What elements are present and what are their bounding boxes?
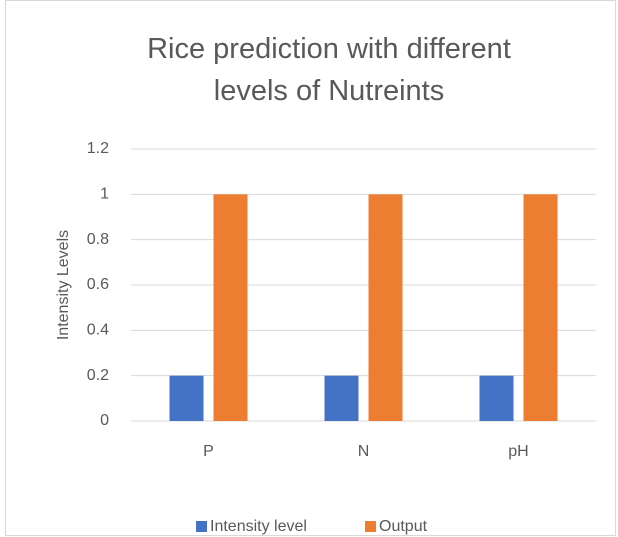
y-tick-label: 0.8	[87, 231, 109, 248]
chart-frame	[5, 0, 616, 536]
chart-title: Rice prediction with different levels of…	[147, 33, 511, 107]
x-tick-label: pH	[508, 443, 528, 460]
bar	[368, 194, 403, 421]
bar	[479, 375, 514, 421]
x-tick-label: N	[358, 443, 370, 460]
x-tick-label: P	[203, 443, 214, 460]
bar	[523, 194, 558, 421]
legend-label: Intensity level	[210, 518, 307, 535]
legend-swatch	[196, 521, 207, 532]
y-tick-label: 1	[100, 186, 109, 203]
bar	[169, 375, 204, 421]
bar	[213, 194, 248, 421]
y-tick-label: 1.2	[87, 140, 109, 157]
y-tick-label: 0.2	[87, 367, 109, 384]
bar	[324, 375, 359, 421]
y-axis-label: Intensity Levels	[55, 230, 72, 340]
y-tick-label: 0.6	[87, 276, 109, 293]
y-tick-label: 0	[100, 412, 109, 429]
y-tick-label: 0.4	[87, 322, 109, 339]
legend-swatch	[365, 521, 376, 532]
legend-label: Output	[379, 518, 428, 535]
